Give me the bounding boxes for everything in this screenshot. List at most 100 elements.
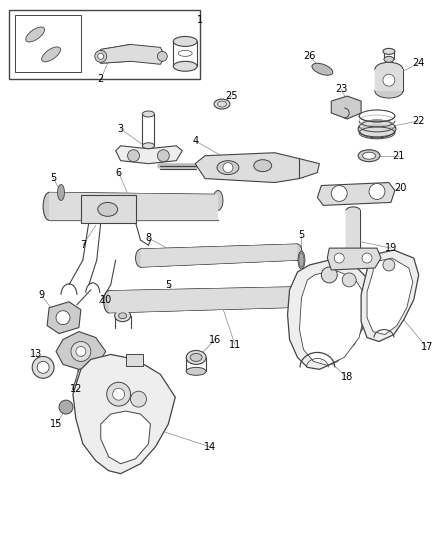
Text: 7: 7 bbox=[80, 240, 86, 250]
Ellipse shape bbox=[213, 190, 223, 211]
Polygon shape bbox=[195, 153, 307, 182]
Circle shape bbox=[157, 150, 170, 161]
Ellipse shape bbox=[346, 207, 360, 214]
Ellipse shape bbox=[142, 143, 155, 149]
Text: 4: 4 bbox=[192, 136, 198, 146]
Text: 2: 2 bbox=[98, 74, 104, 84]
Ellipse shape bbox=[173, 36, 197, 46]
Ellipse shape bbox=[98, 203, 118, 216]
Text: 20: 20 bbox=[395, 183, 407, 193]
Ellipse shape bbox=[214, 99, 230, 109]
Text: 10: 10 bbox=[99, 295, 112, 305]
Polygon shape bbox=[331, 96, 361, 119]
Polygon shape bbox=[288, 260, 371, 369]
Polygon shape bbox=[109, 286, 347, 313]
Ellipse shape bbox=[342, 286, 352, 306]
Text: 13: 13 bbox=[30, 350, 42, 359]
Text: 8: 8 bbox=[145, 233, 152, 243]
Circle shape bbox=[342, 273, 356, 287]
Circle shape bbox=[383, 74, 395, 86]
Ellipse shape bbox=[312, 63, 333, 75]
Polygon shape bbox=[141, 244, 297, 267]
Ellipse shape bbox=[383, 49, 395, 54]
Bar bbox=[9, 10, 200, 79]
Circle shape bbox=[71, 342, 91, 361]
Circle shape bbox=[107, 382, 131, 406]
Polygon shape bbox=[73, 354, 175, 474]
Polygon shape bbox=[375, 69, 403, 91]
Circle shape bbox=[95, 51, 107, 62]
Circle shape bbox=[331, 185, 347, 201]
Bar bbox=[81, 196, 135, 223]
Ellipse shape bbox=[190, 353, 202, 361]
Text: 11: 11 bbox=[229, 340, 241, 350]
Circle shape bbox=[369, 183, 385, 199]
Ellipse shape bbox=[115, 310, 131, 321]
Ellipse shape bbox=[26, 27, 45, 42]
Ellipse shape bbox=[375, 84, 403, 98]
Polygon shape bbox=[300, 270, 365, 365]
Text: 3: 3 bbox=[117, 124, 124, 134]
Text: 19: 19 bbox=[385, 243, 397, 253]
Polygon shape bbox=[101, 411, 150, 464]
Circle shape bbox=[32, 357, 54, 378]
Ellipse shape bbox=[254, 160, 272, 172]
Ellipse shape bbox=[384, 56, 394, 62]
Text: 5: 5 bbox=[298, 230, 304, 240]
Circle shape bbox=[37, 361, 49, 373]
Ellipse shape bbox=[363, 152, 375, 159]
Ellipse shape bbox=[104, 291, 114, 313]
Circle shape bbox=[223, 163, 233, 173]
Ellipse shape bbox=[186, 367, 206, 375]
Circle shape bbox=[59, 400, 73, 414]
Polygon shape bbox=[346, 211, 360, 248]
Text: 1: 1 bbox=[197, 14, 203, 25]
Text: 24: 24 bbox=[413, 58, 425, 68]
Text: 25: 25 bbox=[226, 91, 238, 101]
Polygon shape bbox=[47, 302, 81, 334]
Polygon shape bbox=[96, 44, 165, 64]
Text: 9: 9 bbox=[38, 290, 44, 300]
Ellipse shape bbox=[298, 251, 305, 269]
Ellipse shape bbox=[173, 61, 197, 71]
Circle shape bbox=[76, 346, 86, 357]
Text: 12: 12 bbox=[70, 384, 82, 394]
Polygon shape bbox=[361, 250, 419, 342]
Circle shape bbox=[334, 253, 344, 263]
Polygon shape bbox=[49, 192, 218, 220]
Text: 21: 21 bbox=[392, 151, 405, 161]
Circle shape bbox=[56, 311, 70, 325]
Bar bbox=[126, 354, 144, 366]
Text: 6: 6 bbox=[116, 167, 122, 177]
Polygon shape bbox=[300, 159, 319, 179]
Text: 5: 5 bbox=[50, 173, 56, 183]
Polygon shape bbox=[367, 258, 413, 335]
Text: 18: 18 bbox=[341, 372, 353, 382]
Ellipse shape bbox=[346, 245, 360, 252]
Circle shape bbox=[383, 259, 395, 271]
Polygon shape bbox=[56, 332, 106, 369]
Bar bbox=[15, 14, 81, 72]
Ellipse shape bbox=[57, 184, 64, 200]
Ellipse shape bbox=[293, 244, 302, 260]
Ellipse shape bbox=[358, 120, 396, 138]
Circle shape bbox=[131, 391, 146, 407]
Text: 22: 22 bbox=[413, 116, 425, 126]
Circle shape bbox=[362, 253, 372, 263]
Ellipse shape bbox=[42, 47, 60, 62]
Ellipse shape bbox=[217, 160, 239, 175]
Text: 15: 15 bbox=[50, 419, 62, 429]
Ellipse shape bbox=[135, 249, 145, 267]
Text: 5: 5 bbox=[165, 280, 171, 290]
Polygon shape bbox=[327, 248, 381, 270]
Circle shape bbox=[98, 53, 104, 59]
Ellipse shape bbox=[119, 313, 127, 319]
Polygon shape bbox=[116, 146, 182, 164]
Text: 17: 17 bbox=[420, 343, 433, 352]
Ellipse shape bbox=[43, 192, 55, 220]
Ellipse shape bbox=[142, 111, 155, 117]
Ellipse shape bbox=[358, 150, 380, 161]
Ellipse shape bbox=[186, 351, 206, 365]
Text: 14: 14 bbox=[204, 442, 216, 452]
Circle shape bbox=[113, 388, 124, 400]
